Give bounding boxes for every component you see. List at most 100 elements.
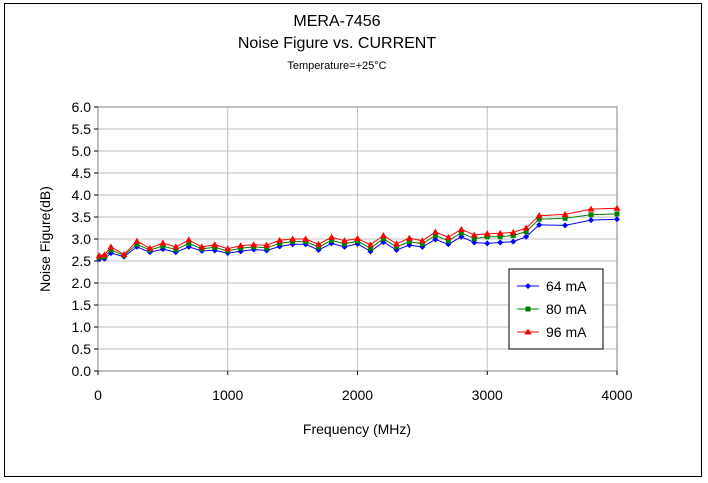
data-point bbox=[483, 230, 491, 237]
data-point bbox=[276, 236, 284, 243]
noise-figure-chart: MERA-7456 Noise Figure vs. CURRENT Tempe… bbox=[37, 13, 633, 437]
y-tick-label: 3.5 bbox=[72, 209, 92, 225]
data-point bbox=[470, 231, 478, 238]
data-point bbox=[342, 241, 348, 247]
y-tick-label: 1.5 bbox=[72, 297, 92, 313]
data-point bbox=[316, 244, 322, 250]
data-point bbox=[561, 210, 569, 217]
data-point bbox=[510, 238, 517, 245]
legend-label: 64 mA bbox=[546, 278, 587, 294]
chart-title: MERA-7456 bbox=[293, 13, 380, 30]
data-point bbox=[277, 240, 283, 246]
data-point bbox=[484, 240, 491, 247]
data-point bbox=[250, 241, 258, 248]
chart-note: Temperature=+25°C bbox=[287, 60, 386, 72]
data-point bbox=[237, 242, 245, 249]
data-point bbox=[393, 244, 399, 250]
data-point bbox=[134, 241, 140, 247]
data-point bbox=[120, 250, 128, 257]
chart-subtitle: Noise Figure vs. CURRENT bbox=[238, 35, 436, 52]
data-point bbox=[355, 238, 360, 244]
data-point bbox=[186, 240, 192, 246]
data-point bbox=[614, 211, 620, 217]
data-point bbox=[224, 245, 232, 252]
chart-frame: MERA-7456 Noise Figure vs. CURRENT Tempe… bbox=[4, 3, 702, 477]
data-point bbox=[523, 229, 529, 235]
data-point bbox=[159, 239, 167, 246]
y-tick-label: 3.0 bbox=[72, 231, 92, 247]
data-point bbox=[160, 243, 166, 249]
data-point bbox=[509, 228, 517, 235]
y-tick-label: 5.5 bbox=[72, 121, 92, 137]
data-point bbox=[238, 245, 244, 251]
data-point bbox=[303, 239, 309, 245]
legend-item: 80 mA bbox=[517, 301, 587, 317]
data-point bbox=[431, 228, 439, 235]
data-point bbox=[406, 239, 412, 245]
y-tick-label: 1.0 bbox=[72, 319, 92, 335]
data-point bbox=[328, 233, 336, 240]
y-tick-label: 5.0 bbox=[72, 143, 92, 159]
data-point bbox=[588, 217, 595, 224]
legend-marker bbox=[525, 283, 531, 289]
x-tick-label: 0 bbox=[94, 387, 102, 403]
data-point bbox=[172, 243, 180, 250]
data-point bbox=[471, 236, 477, 242]
legend: 64 mA 80 mA 96 mA bbox=[508, 268, 604, 350]
data-point bbox=[613, 204, 621, 211]
y-axis-ticks: 0.0 0.5 1.0 1.5 2.0 2.5 3.0 3.5 4.0 4.5 5.0 5.5 6.0 bbox=[72, 99, 98, 379]
y-tick-label: 0.5 bbox=[72, 341, 92, 357]
data-point bbox=[419, 241, 425, 247]
data-point bbox=[185, 236, 193, 243]
series-layer bbox=[95, 204, 621, 263]
data-point bbox=[405, 234, 413, 241]
data-point bbox=[562, 222, 569, 229]
data-point bbox=[315, 240, 323, 247]
data-point bbox=[133, 237, 141, 244]
data-point bbox=[211, 241, 219, 248]
data-point bbox=[380, 236, 386, 242]
y-tick-label: 4.5 bbox=[72, 165, 92, 181]
data-point bbox=[302, 235, 310, 242]
series-96-ma bbox=[95, 204, 621, 259]
data-point bbox=[497, 239, 504, 246]
y-tick-label: 6.0 bbox=[72, 99, 92, 115]
legend-item: 64 mA bbox=[517, 278, 587, 294]
x-tick-label: 1000 bbox=[212, 387, 243, 403]
data-point bbox=[354, 235, 361, 242]
legend-item: 96 mA bbox=[517, 324, 587, 340]
data-point bbox=[108, 247, 114, 253]
data-point bbox=[212, 244, 218, 250]
data-point bbox=[95, 252, 103, 259]
data-point bbox=[107, 243, 115, 250]
y-tick-label: 2.0 bbox=[72, 275, 92, 291]
data-point bbox=[173, 247, 179, 253]
x-tick-label: 3000 bbox=[472, 387, 503, 403]
data-point bbox=[366, 241, 374, 248]
data-point bbox=[445, 238, 451, 244]
data-point bbox=[379, 231, 387, 238]
y-tick-label: 2.5 bbox=[72, 253, 92, 269]
data-point bbox=[100, 251, 108, 258]
data-point bbox=[198, 243, 206, 250]
data-point bbox=[392, 240, 400, 247]
data-point bbox=[264, 245, 270, 251]
data-point bbox=[432, 232, 438, 238]
data-point bbox=[367, 245, 373, 251]
data-point bbox=[329, 237, 335, 243]
data-point bbox=[289, 235, 297, 242]
data-point bbox=[146, 244, 154, 251]
data-point bbox=[444, 233, 452, 240]
data-point bbox=[587, 205, 595, 212]
data-point bbox=[341, 237, 349, 244]
legend-marker bbox=[525, 306, 531, 312]
data-point bbox=[418, 237, 426, 244]
data-point bbox=[290, 239, 296, 245]
x-tick-label: 2000 bbox=[342, 387, 373, 403]
legend-label: 80 mA bbox=[546, 301, 587, 317]
data-point bbox=[562, 215, 568, 221]
data-point bbox=[588, 212, 594, 218]
y-tick-label: 4.0 bbox=[72, 187, 92, 203]
data-point bbox=[523, 233, 530, 240]
data-point bbox=[535, 212, 543, 219]
